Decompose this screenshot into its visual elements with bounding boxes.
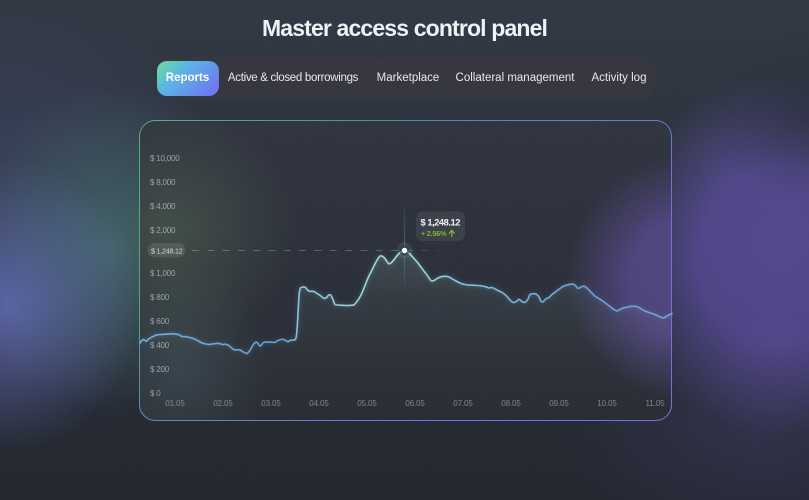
svg-text:$ 8,000: $ 8,000 — [150, 178, 176, 187]
svg-text:$ 10,000: $ 10,000 — [150, 154, 180, 163]
svg-text:+ 2.56%: + 2.56% — [421, 229, 447, 238]
svg-text:$ 4,000: $ 4,000 — [150, 202, 176, 211]
svg-text:$ 600: $ 600 — [150, 317, 170, 326]
svg-text:$ 1,248.12: $ 1,248.12 — [421, 218, 461, 228]
svg-text:$ 800: $ 800 — [150, 293, 170, 302]
svg-text:$ 1,248.12: $ 1,248.12 — [151, 246, 183, 255]
svg-text:$ 2,000: $ 2,000 — [150, 226, 176, 235]
svg-text:$ 1,000: $ 1,000 — [150, 269, 176, 278]
